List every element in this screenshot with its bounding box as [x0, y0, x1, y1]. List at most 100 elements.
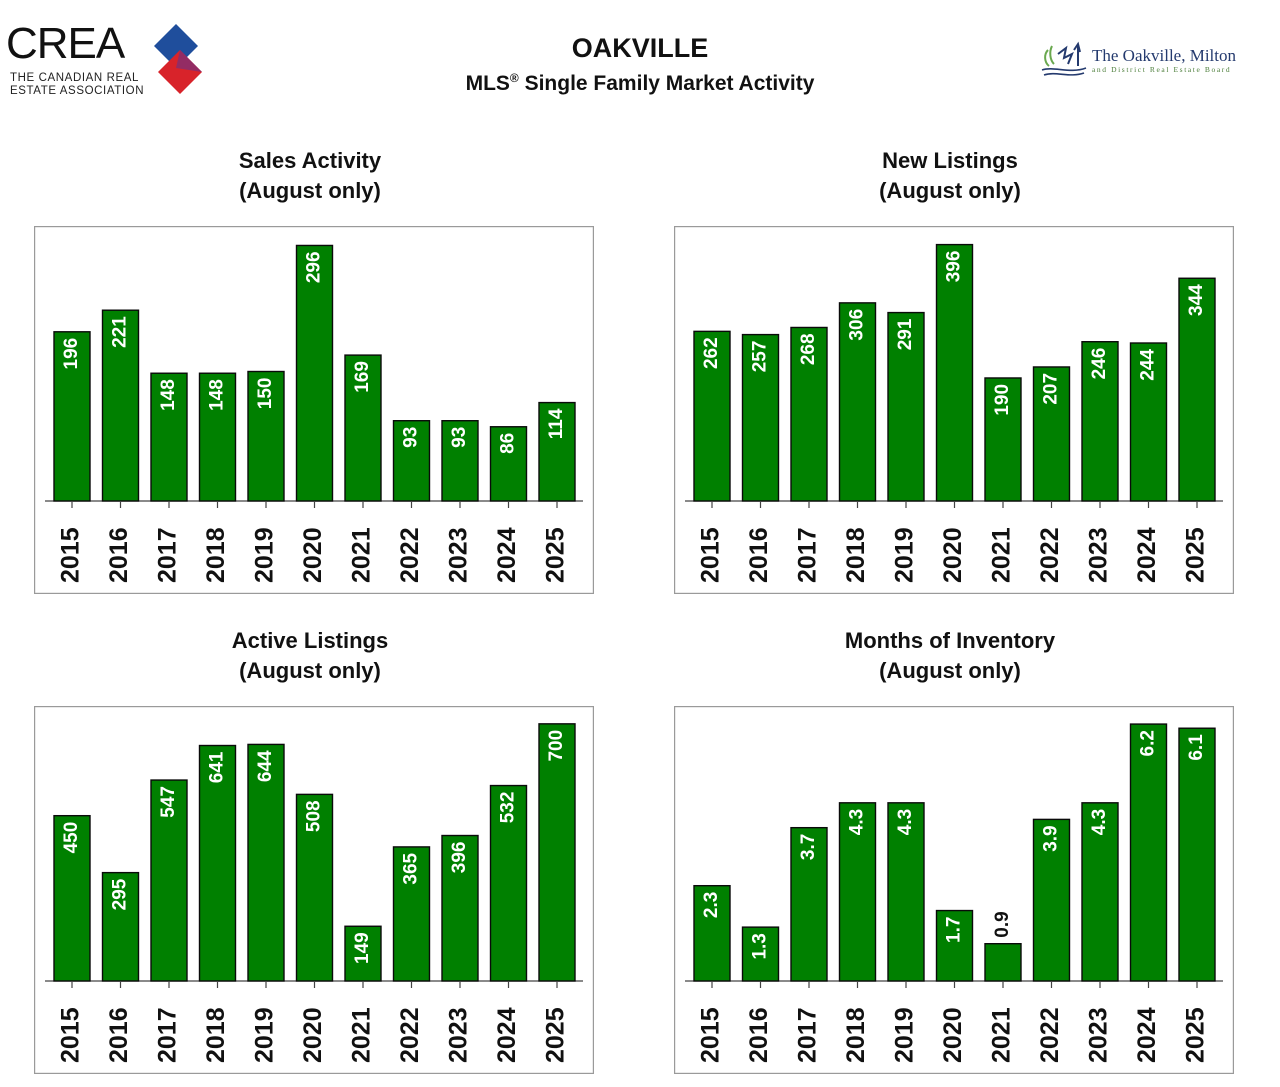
data-label: 396: [944, 251, 965, 283]
sales-activity-chart: 196 2015 221 2016 148 2017 148 2018 150 2019 296 20…: [34, 226, 594, 594]
data-label: 207: [1041, 373, 1062, 405]
bar: [984, 943, 1022, 982]
data-label: 268: [798, 333, 819, 365]
x-tick-label: 2020: [939, 527, 967, 583]
report-title: OAKVILLE: [571, 33, 709, 63]
data-label: 6.2: [1138, 730, 1159, 756]
x-tick-label: 2021: [348, 1007, 376, 1063]
bar: [984, 377, 1022, 502]
crea-diamond-icon: [154, 24, 202, 94]
data-label: 93: [401, 427, 422, 448]
bar: [741, 926, 780, 982]
x-tick-label: 2025: [542, 1007, 570, 1063]
x-tick-label: 2025: [1182, 527, 1210, 583]
data-label: 291: [895, 318, 916, 350]
x-tick-label: 2017: [794, 1007, 822, 1063]
data-label: 306: [847, 309, 868, 341]
x-tick-label: 2025: [1182, 1007, 1210, 1063]
data-label: 246: [1089, 348, 1110, 380]
chart-title: Active Listings: [231, 628, 389, 653]
x-tick-label: 2023: [445, 527, 473, 583]
data-label: 641: [207, 751, 228, 783]
subtitle-suffix: Single Family Market Activity: [518, 72, 815, 95]
months-inventory-title: Months of Inventory (August only): [670, 626, 1230, 686]
x-tick-label: 2017: [794, 527, 822, 583]
data-label: 262: [701, 337, 722, 369]
data-label: 1.7: [944, 917, 965, 943]
active-listings-svg: 450 2015 295 2016 547 2017 641 2018 644 2019 508 20…: [34, 706, 594, 1074]
chart-title: Months of Inventory: [844, 628, 1056, 653]
data-label: 532: [498, 792, 519, 824]
bar: [887, 802, 925, 982]
bar: [441, 420, 479, 502]
report-header: CREA THE CANADIAN REAL ESTATE ASSOCIATIO…: [0, 0, 1280, 110]
sales-activity-title: Sales Activity (August only): [30, 146, 590, 206]
x-tick-label: 2015: [697, 527, 725, 583]
data-label: 257: [750, 341, 771, 373]
bar: [344, 354, 382, 502]
bar: [838, 302, 877, 502]
bar: [489, 426, 528, 502]
x-tick-label: 2015: [697, 1007, 725, 1063]
data-label: 150: [255, 378, 276, 410]
crea-tagline-line2: ESTATE ASSOCIATION: [10, 85, 145, 97]
board-subname: and District Real Estate Board: [1092, 65, 1232, 74]
crea-tagline: THE CANADIAN REAL ESTATE ASSOCIATION: [10, 72, 144, 98]
data-label: 148: [158, 379, 179, 411]
bar: [101, 309, 140, 502]
report-subtitle: MLS® Single Family Market Activity: [340, 64, 940, 98]
data-label: 644: [255, 750, 276, 782]
x-tick-label: 2019: [891, 527, 919, 583]
bar: [1032, 818, 1071, 982]
bar: [101, 871, 140, 982]
data-label: 86: [498, 433, 519, 454]
bar: [1129, 723, 1168, 982]
x-tick-label: 2018: [202, 527, 230, 583]
x-tick-label: 2022: [1036, 527, 1064, 583]
x-tick-label: 2023: [445, 1007, 473, 1063]
bar: [935, 243, 974, 502]
bar: [53, 331, 91, 502]
data-label: 196: [61, 338, 82, 370]
bar: [1081, 802, 1119, 982]
bar: [150, 779, 188, 982]
months-inventory-svg: 2.3 2015 1.3 2016 3.7 2017 4.3 2018 4.3 2019 1.7 20…: [674, 706, 1234, 1074]
crea-wordmark: CREA: [6, 19, 125, 68]
data-label: 169: [352, 361, 373, 393]
report-title-block: OAKVILLE MLS® Single Family Market Activ…: [340, 32, 940, 98]
registered-mark: ®: [509, 71, 519, 85]
data-label: 4.3: [1089, 809, 1110, 835]
bar: [247, 370, 285, 502]
bar: [247, 743, 285, 982]
new-listings-title: New Listings (August only): [670, 146, 1230, 206]
bar: [1081, 341, 1119, 502]
bar: [538, 401, 576, 502]
x-tick-label: 2017: [154, 1007, 182, 1063]
new-listings-svg: 262 2015 257 2016 268 2017 306 2018 291 2019 396 20…: [674, 226, 1234, 594]
x-tick-label: 2020: [939, 1007, 967, 1063]
months-inventory-chart: 2.3 2015 1.3 2016 3.7 2017 4.3 2018 4.3 2019 1.7 20…: [674, 706, 1234, 1074]
chart-subtitle: (August only): [879, 178, 1021, 203]
bar: [935, 909, 974, 982]
chart-subtitle: (August only): [879, 658, 1021, 683]
bar: [392, 846, 431, 982]
bar: [295, 793, 334, 982]
x-tick-label: 2022: [396, 1007, 424, 1063]
subtitle-prefix: MLS: [465, 72, 510, 95]
x-tick-label: 2016: [105, 1007, 133, 1063]
sales-activity-svg: 196 2015 221 2016 148 2017 148 2018 150 2019 296 20…: [34, 226, 594, 594]
active-listings-title: Active Listings (August only): [30, 626, 590, 686]
bar: [392, 420, 431, 502]
x-tick-label: 2016: [745, 527, 773, 583]
data-label: 148: [207, 379, 228, 411]
data-label: 3.7: [798, 834, 819, 860]
x-tick-label: 2025: [542, 527, 570, 583]
board-name: The Oakville, Milton: [1092, 46, 1237, 65]
x-tick-label: 2019: [891, 1007, 919, 1063]
bar: [1129, 342, 1168, 502]
data-label: 450: [61, 822, 82, 854]
chart-title: Sales Activity: [238, 148, 382, 173]
bar: [441, 834, 479, 982]
data-label: 296: [304, 251, 325, 283]
data-label: 365: [401, 852, 422, 884]
